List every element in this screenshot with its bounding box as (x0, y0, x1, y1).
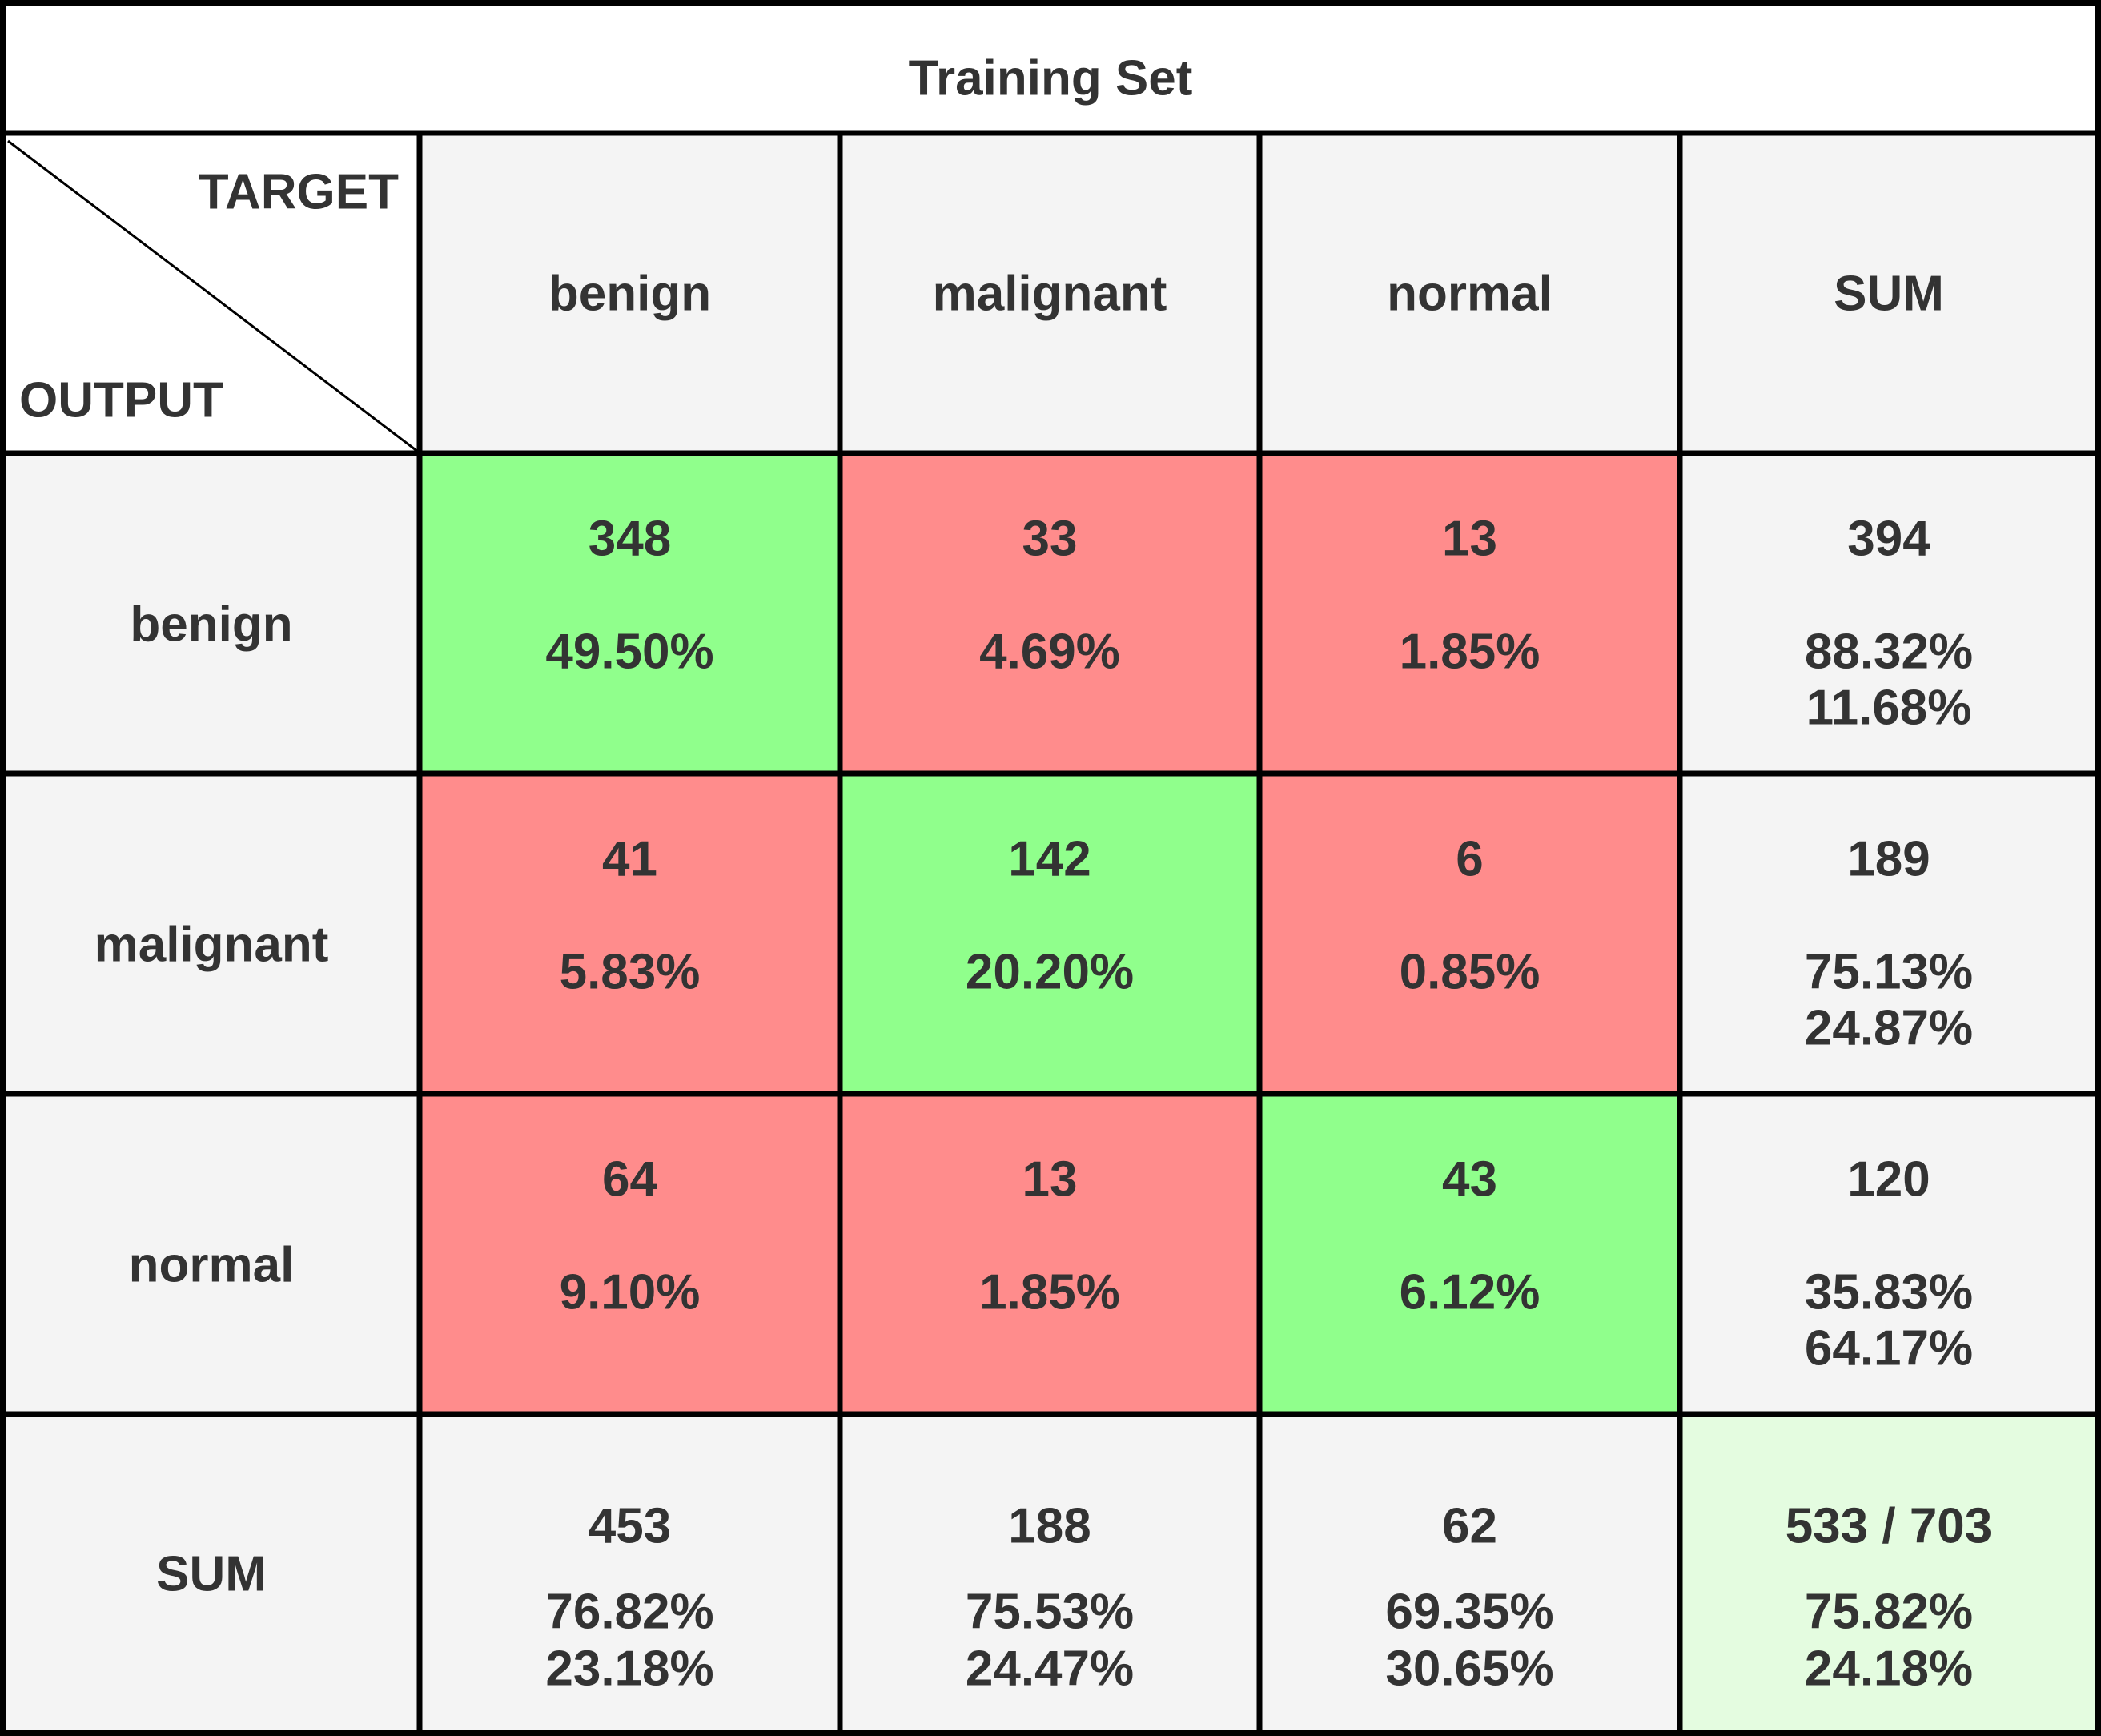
column-header-normal: normal (1387, 267, 1553, 322)
row-header-benign: benign (130, 597, 292, 653)
column-header-benign: benign (548, 267, 711, 322)
row-header-cell (3, 1414, 420, 1733)
error-cell (1259, 774, 1680, 1094)
cell-percent: 5.83% (560, 945, 701, 1000)
cell-count: 33 (1022, 512, 1078, 567)
title-cell (3, 3, 2098, 133)
column-header-cell (1680, 133, 2098, 453)
column-sum-good-percent: 69.35% (1385, 1585, 1553, 1640)
column-sum-bad-percent: 30.65% (1385, 1642, 1553, 1697)
column-sum-count: 62 (1442, 1499, 1497, 1554)
row-sum-good-percent: 75.13% (1805, 945, 1973, 1000)
cell-percent: 0.85% (1400, 945, 1541, 1000)
column-sum-good-percent: 75.53% (966, 1585, 1134, 1640)
correct-cell (1259, 1094, 1680, 1414)
column-sum-cell (840, 1414, 1259, 1733)
row-sum-cell (1680, 774, 2098, 1094)
row-sum-bad-percent: 24.87% (1805, 1001, 1973, 1056)
column-header-sum: SUM (1834, 267, 1944, 322)
row-sum-bad-percent: 64.17% (1805, 1321, 1973, 1376)
row-sum-good-percent: 35.83% (1805, 1265, 1973, 1320)
corner-diagonal (7, 139, 419, 453)
row-header-cell (3, 453, 420, 774)
error-cell (840, 1094, 1259, 1414)
total-bad-percent: 24.18% (1805, 1642, 1973, 1697)
chart-title: Training Set (909, 51, 1193, 106)
column-header-cell (1259, 133, 1680, 453)
row-sum-cell (1680, 453, 2098, 774)
cell-percent: 6.12% (1400, 1265, 1541, 1320)
row-sum-count: 120 (1847, 1152, 1930, 1208)
cell-count: 13 (1022, 1152, 1078, 1208)
row-header-cell (3, 1094, 420, 1414)
row-sum-count: 189 (1847, 832, 1930, 887)
row-sum-count: 394 (1847, 512, 1930, 567)
total-count: 533 / 703 (1786, 1499, 1993, 1554)
corner-target-label: TARGET (199, 165, 399, 220)
cell-percent: 20.20% (966, 945, 1134, 1000)
error-cell (1259, 453, 1680, 774)
error-cell (420, 774, 840, 1094)
cell-count: 13 (1442, 512, 1497, 567)
cell-count: 348 (589, 512, 671, 567)
row-header-normal: normal (129, 1238, 295, 1293)
cell-count: 6 (1456, 832, 1483, 887)
column-header-cell (420, 133, 840, 453)
column-sum-count: 453 (589, 1499, 671, 1554)
error-cell (840, 453, 1259, 774)
column-header-malignant: malignant (933, 267, 1167, 322)
column-sum-bad-percent: 24.47% (966, 1642, 1134, 1697)
correct-cell (420, 453, 840, 774)
row-sum-good-percent: 88.32% (1805, 625, 1973, 680)
row-header-cell (3, 774, 420, 1094)
cell-count: 64 (602, 1152, 657, 1208)
cell-percent: 49.50% (545, 625, 713, 680)
row-header-malignant: malignant (94, 918, 329, 973)
cell-percent: 1.85% (1400, 625, 1541, 680)
total-good-percent: 75.82% (1805, 1585, 1973, 1640)
cell-percent: 4.69% (979, 625, 1120, 680)
error-cell (420, 1094, 840, 1414)
column-sum-good-percent: 76.82% (545, 1585, 713, 1640)
cell-count: 41 (602, 832, 657, 887)
row-header-sum: SUM (156, 1547, 267, 1602)
column-sum-bad-percent: 23.18% (545, 1642, 713, 1697)
cell-count: 142 (1008, 832, 1091, 887)
column-sum-cell (1259, 1414, 1680, 1733)
total-cell (1680, 1414, 2098, 1733)
column-header-cell (840, 133, 1259, 453)
correct-cell (840, 774, 1259, 1094)
cell-percent: 1.85% (979, 1265, 1120, 1320)
column-sum-cell (420, 1414, 840, 1733)
column-sum-count: 188 (1008, 1499, 1091, 1554)
corner-output-label: OUTPUT (19, 373, 223, 428)
row-sum-bad-percent: 11.68% (1806, 681, 1972, 736)
cell-percent: 9.10% (560, 1265, 701, 1320)
row-sum-cell (1680, 1094, 2098, 1414)
cell-count: 43 (1442, 1152, 1497, 1208)
